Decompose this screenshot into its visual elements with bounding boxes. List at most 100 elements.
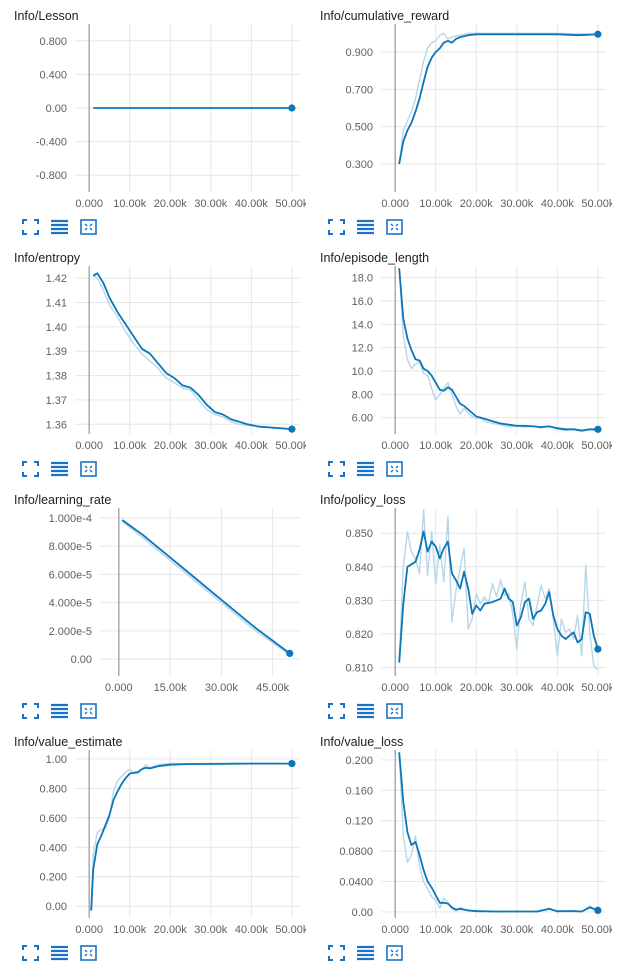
data-range-icon[interactable] [386,945,403,961]
log-scale-icon[interactable] [357,219,374,235]
log-scale-icon[interactable] [51,219,68,235]
series-endpoint-marker[interactable] [286,649,294,658]
series-line-smoothed [90,762,292,911]
chart-card-value-estimate: Info/value_estimate 1.00 0.800 0.600 0.400 0… [0,726,306,968]
series-line-smoothed [121,519,291,655]
x-tick-label: 40.00k [541,198,575,210]
series-line-smoothed [92,272,292,430]
y-tick-label: 1.41 [46,298,67,310]
series-endpoint-marker[interactable] [594,30,602,38]
y-tick-label: 0.00 [352,907,373,919]
series-endpoint-marker[interactable] [288,104,296,112]
data-range-icon[interactable] [386,703,403,719]
chart-plot[interactable]: 1.42 1.41 1.40 1.39 1.38 1.37 1.36 0.000 10.00k 2… [0,262,306,457]
y-tick-label: 0.840 [345,562,373,574]
y-tick-label: 0.200 [345,755,373,767]
y-tick-label: 4.000e-5 [49,598,92,610]
log-scale-icon[interactable] [51,945,68,961]
series-endpoint-marker[interactable] [594,906,602,914]
fit-screen-icon[interactable] [22,219,39,235]
x-tick-label: 30.00k [194,440,228,452]
y-tick-label: 0.500 [345,122,373,134]
y-tick-label: 0.00 [71,654,92,666]
y-tick-label: -0.400 [36,137,67,149]
y-tick-label: 0.810 [345,663,373,675]
y-tick-label: 0.200 [39,872,67,884]
data-range-icon[interactable] [80,219,97,235]
fit-screen-icon[interactable] [328,461,345,477]
x-tick-label: 0.000 [105,682,133,694]
data-range-icon[interactable] [386,461,403,477]
series-line-raw [398,32,598,165]
x-tick-label: 30.00k [194,198,228,210]
log-scale-icon[interactable] [357,703,374,719]
x-tick-label: 10.00k [419,924,453,936]
y-tick-label: 18.0 [352,273,373,285]
x-tick-label: 30.00k [194,924,228,936]
series-endpoint-marker[interactable] [288,759,296,768]
y-tick-label: 12.0 [352,343,373,355]
chart-svg: 0.900 0.700 0.500 0.300 0.000 10.00k 20.00k 30.… [345,24,612,210]
data-range-icon[interactable] [80,703,97,719]
x-tick-label: 0.000 [75,924,103,936]
y-tick-label: 0.120 [345,816,373,828]
fit-screen-icon[interactable] [22,945,39,961]
y-tick-label: 16.0 [352,296,373,308]
x-tick-label: 10.00k [113,198,147,210]
chart-toolbar [22,945,97,961]
log-scale-icon[interactable] [357,945,374,961]
fit-screen-icon[interactable] [22,703,39,719]
x-tick-label: 15.00k [154,682,188,694]
chart-plot[interactable]: 0.850 0.840 0.830 0.820 0.810 0.000 10.00k 20.0… [306,504,612,699]
series-line-raw [398,509,599,670]
chart-svg: 1.000e-4 8.000e-5 6.000e-5 4.000e-5 2.000e-5… [49,508,300,694]
x-tick-label: 0.000 [381,924,409,936]
x-tick-label: 50.00k [275,198,306,210]
chart-svg: 1.00 0.800 0.600 0.400 0.200 0.00 0.000 10.00k 2… [39,750,306,936]
fit-screen-icon[interactable] [22,461,39,477]
series-endpoint-marker[interactable] [288,425,296,433]
x-tick-label: 30.00k [205,682,239,694]
chart-card-entropy: Info/entropy 1.42 1.41 1.40 1.39 1.38 1.37 1.3… [0,242,306,484]
chart-plot[interactable]: 18.0 16.0 14.0 12.0 10.0 8.00 6.00 0.000 10.00k 2… [306,262,612,457]
y-tick-label: 0.00 [46,901,67,913]
series-endpoint-marker[interactable] [594,645,602,653]
log-scale-icon[interactable] [357,461,374,477]
x-tick-label: 50.00k [581,440,612,452]
log-scale-icon[interactable] [51,703,68,719]
chart-plot[interactable]: 1.000e-4 8.000e-5 6.000e-5 4.000e-5 2.000e-5… [0,504,306,699]
chart-card-value-loss: Info/value_loss 0.200 0.160 0.120 0.0800 0.0… [306,726,612,968]
chart-title: Info/entropy [14,251,81,265]
chart-title: Info/cumulative_reward [320,9,450,23]
y-tick-label: 10.0 [352,366,373,378]
chart-toolbar [22,219,97,235]
chart-plot[interactable]: 0.200 0.160 0.120 0.0800 0.0400 0.00 0.000 10.0… [306,746,612,941]
series-endpoint-marker[interactable] [594,425,602,433]
fit-screen-icon[interactable] [328,945,345,961]
x-tick-label: 50.00k [581,198,612,210]
fit-screen-icon[interactable] [328,703,345,719]
y-tick-label: -0.800 [36,170,67,182]
data-range-icon[interactable] [80,945,97,961]
data-range-icon[interactable] [386,219,403,235]
chart-plot[interactable]: 1.00 0.800 0.600 0.400 0.200 0.00 0.000 10.00k 2… [0,746,306,941]
y-tick-label: 0.850 [345,528,373,540]
chart-title: Info/learning_rate [14,493,112,507]
y-tick-label: 0.800 [39,36,67,48]
chart-svg: 18.0 16.0 14.0 12.0 10.0 8.00 6.00 0.000 10.00k 2… [352,266,612,452]
x-tick-label: 45.00k [256,682,290,694]
chart-toolbar [328,461,403,477]
chart-title: Info/policy_loss [320,493,406,507]
y-tick-label: 0.900 [345,47,373,59]
x-tick-label: 50.00k [275,440,306,452]
y-tick-label: 0.700 [345,84,373,96]
log-scale-icon[interactable] [51,461,68,477]
x-tick-label: 40.00k [235,924,269,936]
x-tick-label: 10.00k [419,198,453,210]
chart-plot[interactable]: 0.800 0.400 0.00 -0.400 -0.800 0.000 10.00k 20.… [0,20,306,215]
y-tick-label: 1.000e-4 [49,513,92,525]
chart-plot[interactable]: 0.900 0.700 0.500 0.300 0.000 10.00k 20.00k 30.… [306,20,612,215]
y-tick-label: 1.40 [46,322,67,334]
fit-screen-icon[interactable] [328,219,345,235]
data-range-icon[interactable] [80,461,97,477]
